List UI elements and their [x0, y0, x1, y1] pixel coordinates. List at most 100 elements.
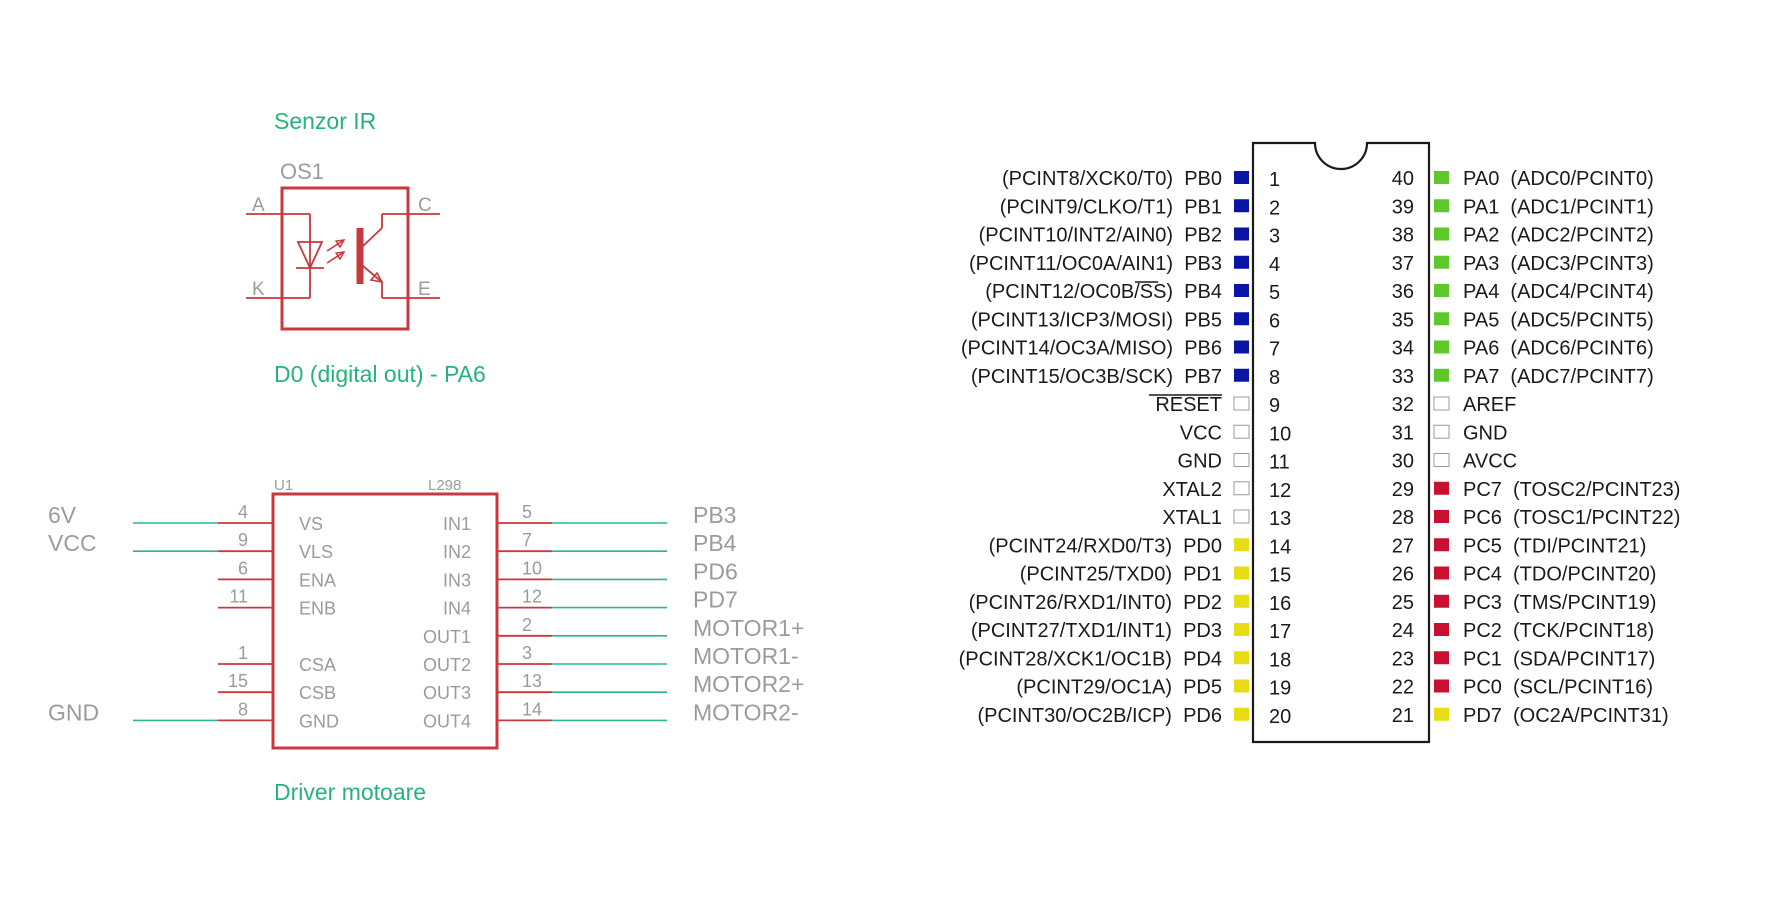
pin-name: OUT2 [423, 655, 471, 675]
pin-number: 14 [522, 699, 542, 719]
pin-number: 39 [1392, 196, 1414, 218]
pin-number: 6 [1269, 310, 1280, 332]
pin-number: 19 [1269, 678, 1291, 700]
pin-label: (PCINT12/OC0B/SS) PB4 [985, 281, 1222, 303]
pin-number: 37 [1392, 253, 1414, 275]
port-color-marker [1234, 707, 1249, 721]
phototransistor-icon [356, 214, 384, 298]
pin-label: PA7 (ADC7/PCINT7) [1463, 366, 1654, 388]
driver-pin-in4: 12 IN4 PD7 [443, 587, 738, 619]
pin-label: (PCINT10/INT2/AIN0) PB2 [979, 225, 1222, 247]
port-color-marker [1233, 396, 1250, 411]
mcu-pin-37: 37 PA3 (ADC3/PCINT3) [1392, 253, 1654, 275]
port-color-marker [1234, 566, 1249, 580]
net-label-pb4: PB4 [693, 530, 737, 556]
port-color-marker [1434, 227, 1449, 241]
pin-label: PA5 (ADC5/PCINT5) [1463, 309, 1654, 331]
mcu-pin-28: 28 PC6 (TOSC1/PCINT22) [1392, 507, 1681, 529]
driver-part-name: L298 [428, 477, 461, 494]
mcu-pin-24: 24 PC2 (TCK/PCINT18) [1392, 620, 1654, 642]
pin-label: PC4 (TDO/PCINT20) [1463, 564, 1656, 586]
driver-designator: U1 [274, 477, 293, 494]
pin-k-label: K [252, 279, 265, 300]
port-color-marker [1434, 199, 1449, 213]
pin-number: 6 [238, 558, 248, 578]
driver-pin-out4: 14 OUT4 MOTOR2- [423, 699, 799, 731]
port-color-marker [1234, 538, 1249, 552]
pin-number: 16 [1269, 593, 1291, 615]
driver-pin-out2: 3 OUT2 MOTOR1- [423, 643, 799, 675]
pin-number: 36 [1392, 281, 1414, 303]
pin-number: 18 [1269, 649, 1291, 671]
pin-label: XTAL1 [1162, 507, 1222, 529]
port-color-marker [1434, 594, 1449, 608]
pin-name: ENA [299, 570, 336, 590]
pin-number: 27 [1392, 535, 1414, 557]
net-label-motor1-minus: MOTOR1- [693, 643, 799, 669]
driver-pin-csa: 1 CSA [218, 643, 336, 675]
pin-name: IN1 [443, 514, 471, 534]
pin-number: 22 [1392, 677, 1414, 699]
port-color-marker [1434, 171, 1449, 184]
mcu-pin-34: 34 PA6 (ADC6/PCINT6) [1392, 338, 1654, 360]
pin-name: OUT4 [423, 711, 471, 731]
pin-number: 25 [1392, 592, 1414, 614]
mcu-pin-15: 15 (PCINT25/TXD0) PD1 [1020, 564, 1292, 587]
pin-c-label: C [418, 195, 432, 216]
mcu-pin-21: 21 PD7 (OC2A/PCINT31) [1392, 705, 1669, 727]
pin-label: PC1 (SDA/PCINT17) [1463, 648, 1655, 670]
port-color-marker [1434, 284, 1449, 297]
mcu-pin-11: 11 GND [1178, 451, 1290, 474]
pin-label: (PCINT24/RXD0/T3) PD0 [989, 535, 1222, 557]
net-label-pd6: PD6 [693, 558, 738, 584]
mcu-pin-6: 6 (PCINT13/ICP3/MOSI) PB5 [971, 309, 1280, 332]
driver-pin-vls: 9 VLS VCC [48, 530, 333, 562]
port-color-marker [1434, 623, 1449, 636]
net-label-motor1-plus: MOTOR1+ [693, 615, 804, 641]
pin-number: 11 [1269, 452, 1290, 474]
pin-a-label: A [252, 195, 265, 216]
pin-name: CSB [299, 683, 336, 703]
mcu-pin-13: 13 XTAL1 [1162, 507, 1291, 530]
pin-label: PC3 (TMS/PCINT19) [1463, 592, 1656, 614]
pin-label: PC2 (TCK/PCINT18) [1463, 620, 1654, 642]
mcu-pin-30: 30 AVCC [1392, 451, 1517, 473]
pin-label: (PCINT29/OC1A) PD5 [1016, 677, 1222, 699]
pin-number: 3 [522, 643, 532, 663]
net-label-pd7: PD7 [693, 587, 738, 613]
pin-number: 9 [238, 530, 248, 550]
pin-number: 2 [1269, 197, 1280, 219]
pin-number: 2 [522, 615, 532, 635]
port-color-marker [1234, 255, 1249, 269]
pin-number: 15 [228, 671, 248, 691]
driver-pin-out1: 2 OUT1 MOTOR1+ [423, 615, 804, 647]
pin-number: 23 [1392, 648, 1414, 670]
pin-number: 38 [1392, 225, 1414, 247]
pin-label: PA0 (ADC0/PCINT0) [1463, 168, 1654, 190]
pin-number: 34 [1392, 338, 1414, 360]
pin-number: 10 [522, 558, 542, 578]
pin-number: 1 [1269, 169, 1280, 191]
mcu-pin-35: 35 PA5 (ADC5/PCINT5) [1392, 309, 1654, 331]
mcu-pin-9: 9 RESET [1149, 394, 1280, 417]
pin-name: OUT3 [423, 683, 471, 703]
mcu-pin-4: 4 (PCINT11/OC0A/AIN1) PB3 [969, 253, 1280, 276]
pin-label: PD7 (OC2A/PCINT31) [1463, 705, 1669, 727]
driver-pin-vs: 4 VS 6V [48, 502, 323, 534]
pin-number: 8 [1269, 367, 1280, 389]
pin-label: AVCC [1463, 451, 1517, 473]
pin-name: ENB [299, 599, 336, 619]
mcu-pin-18: 18 (PCINT28/XCK1/OC1B) PD4 [959, 648, 1292, 671]
mcu-pin-8: 8 (PCINT15/OC3B/SCK) PB7 [971, 366, 1280, 389]
pin-label: (PCINT14/OC3A/MISO) PB6 [961, 338, 1222, 360]
net-label-motor2-minus: MOTOR2- [693, 699, 799, 725]
driver-ic-body [271, 492, 499, 750]
mcu-pin-19: 19 (PCINT29/OC1A) PD5 [1016, 677, 1291, 700]
port-color-marker [1434, 651, 1449, 665]
port-color-marker [1434, 340, 1449, 354]
pin-name: VS [299, 514, 323, 534]
pin-number: 24 [1392, 620, 1414, 642]
pin-number: 21 [1392, 705, 1414, 727]
port-color-marker [1434, 510, 1449, 523]
pin-number: 29 [1392, 479, 1414, 501]
